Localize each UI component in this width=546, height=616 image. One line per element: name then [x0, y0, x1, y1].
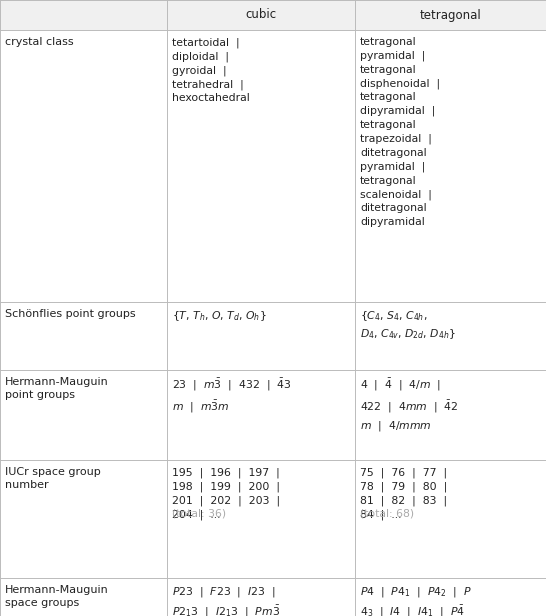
Text: crystal class: crystal class	[5, 37, 74, 47]
Text: (total: 36): (total: 36)	[171, 509, 225, 519]
Text: IUCr space group
number: IUCr space group number	[5, 467, 101, 490]
Text: Hermann-Mauguin
point groups: Hermann-Mauguin point groups	[5, 377, 109, 400]
Text: 195  |  196  |  197  |
198  |  199  |  200  |
201  |  202  |  203  |
204  |  ...: 195 | 196 | 197 | 198 | 199 | 200 | 201 …	[171, 467, 280, 520]
Bar	[167, 0, 355, 30]
Bar	[0, 0, 167, 30]
Text: tetragonal
pyramidal  |
tetragonal
disphenoidal  |
tetragonal
dipyramidal  |
tet: tetragonal pyramidal | tetragonal disphe…	[360, 37, 440, 227]
Text: cubic: cubic	[245, 9, 276, 22]
Text: $P4$  |  $P4_1$  |  $P4_2$  |  $P$
$4_3$  |  $I4$  |  $I4_1$  |  $P\bar{4}$
 |  : $P4$ | $P4_1$ | $P4_2$ | $P$ $4_3$ | $I4…	[360, 585, 472, 616]
Text: {$C_4$, $S_4$, $C_{4h}$,
$D_4$, $C_{4v}$, $D_{2d}$, $D_{4h}$}: {$C_4$, $S_4$, $C_{4h}$, $D_4$, $C_{4v}$…	[360, 309, 456, 341]
Text: $P23$  |  $F23$  |  $I23$  |
$P2_13$  |  $I2_13$  |  $Pm\bar{3}$
 |  $Pn\bar{3}$: $P23$ | $F23$ | $I23$ | $P2_13$ | $I2_13…	[171, 585, 286, 616]
Text: $23$  |  $m\bar{3}$  |  $432$  |  $\bar{4}3$
$m$  |  $m\bar{3}m$: $23$ | $m\bar{3}$ | $432$ | $\bar{4}3$ $…	[171, 377, 291, 415]
Bar	[355, 0, 546, 30]
Text: {$T$, $T_h$, $O$, $T_d$, $O_h$}: {$T$, $T_h$, $O$, $T_d$, $O_h$}	[171, 309, 266, 323]
Text: (total: 68): (total: 68)	[360, 509, 414, 519]
Text: tetartoidal  |
diploidal  |
gyroidal  |
tetrahedral  |
hexoctahedral: tetartoidal | diploidal | gyroidal | tet…	[171, 37, 250, 103]
Text: tetragonal: tetragonal	[419, 9, 482, 22]
Text: $4$  |  $\bar{4}$  |  $4/m$  |
$422$  |  $4mm$  |  $\bar{4}2$
$m$  |  $4/mmm$: $4$ | $\bar{4}$ | $4/m$ | $422$ | $4mm$ …	[360, 377, 459, 433]
Text: Hermann-Mauguin
space groups: Hermann-Mauguin space groups	[5, 585, 109, 608]
Text: 75  |  76  |  77  |
78  |  79  |  80  |
81  |  82  |  83  |
84  |  ...: 75 | 76 | 77 | 78 | 79 | 80 | 81 | 82 | …	[360, 467, 447, 520]
Text: Schönflies point groups: Schönflies point groups	[5, 309, 135, 319]
